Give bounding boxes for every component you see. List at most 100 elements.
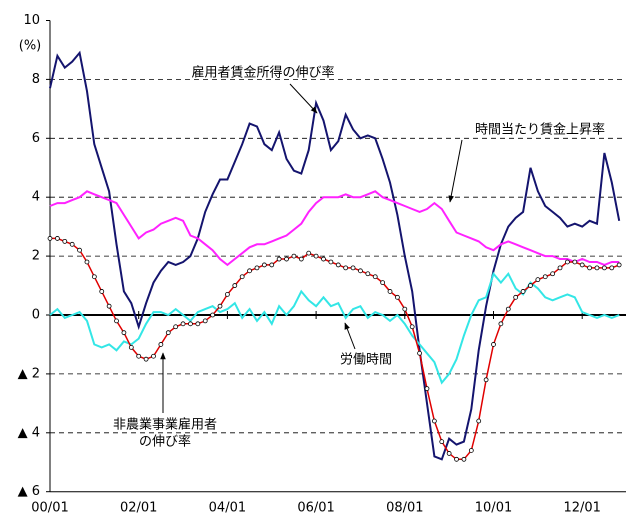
- annotation: 雇用者賃金所得の伸び率: [191, 65, 334, 81]
- series-marker: [173, 324, 179, 330]
- series-marker: [313, 253, 319, 259]
- series-marker: [298, 256, 304, 262]
- series-marker: [128, 344, 134, 350]
- series-marker: [284, 256, 289, 262]
- annotation: 非農業事業雇用者: [113, 417, 217, 433]
- series-marker: [594, 265, 600, 271]
- series-marker: [54, 236, 60, 241]
- series-marker: [77, 247, 82, 253]
- x-tick-label: 08/01: [386, 501, 423, 516]
- annotation: 時間当たり賃金上昇率: [475, 122, 605, 138]
- series-marker: [513, 294, 519, 300]
- series-marker: [528, 283, 533, 288]
- series-marker: [47, 236, 53, 241]
- x-tick-label: 12/01: [563, 501, 600, 516]
- series-marker: [542, 274, 548, 280]
- series-marker: [328, 259, 334, 265]
- series-marker: [261, 262, 267, 268]
- series-marker: [587, 265, 592, 271]
- series-marker: [461, 456, 467, 462]
- series-marker: [380, 280, 386, 286]
- series-marker: [91, 274, 97, 280]
- series-marker: [387, 289, 393, 294]
- series-marker: [498, 321, 504, 327]
- series-marker: [269, 262, 275, 268]
- annotation: 労働時間: [340, 353, 392, 368]
- series-marker: [431, 418, 437, 424]
- series-marker: [247, 268, 252, 274]
- y-tick-label: ▲ 4: [18, 425, 40, 440]
- series-marker: [365, 271, 371, 277]
- series-marker: [217, 303, 223, 309]
- series-line: [49, 50, 621, 461]
- series-marker: [446, 451, 452, 456]
- series-marker: [565, 259, 570, 265]
- series-marker: [557, 265, 563, 271]
- series-marker: [136, 353, 142, 359]
- series-marker: [579, 262, 585, 268]
- y-tick-label: 10: [23, 13, 40, 28]
- series-marker: [232, 283, 238, 288]
- series-marker: [550, 271, 556, 277]
- series-marker: [417, 350, 422, 356]
- series-marker: [151, 353, 156, 359]
- series-marker: [114, 318, 119, 324]
- annotation-arrow: [344, 322, 356, 350]
- series-marker: [291, 253, 297, 259]
- y-tick-label: ▲ 6: [18, 484, 40, 499]
- series-marker: [276, 256, 282, 262]
- series-marker: [601, 265, 607, 271]
- annotation-arrow: [448, 139, 463, 203]
- y-tick-label: 4: [32, 190, 40, 205]
- x-tick-label: 00/01: [31, 501, 68, 516]
- series-marker: [505, 306, 511, 312]
- series-marker: [483, 377, 489, 383]
- series-line: [49, 271, 620, 385]
- series-marker: [99, 289, 105, 294]
- series-marker: [143, 356, 149, 362]
- x-tick-label: 06/01: [297, 501, 334, 516]
- y-tick-label: ▲ 2: [18, 366, 40, 381]
- series-marker: [158, 342, 164, 347]
- series-marker: [165, 330, 171, 336]
- series-marker: [239, 274, 245, 280]
- series-marker: [121, 330, 127, 336]
- series-marker: [321, 256, 326, 262]
- series-marker: [224, 291, 230, 297]
- series-marker: [350, 265, 356, 271]
- series-marker: [439, 439, 445, 445]
- series-marker: [202, 318, 208, 324]
- series-marker: [195, 321, 201, 327]
- series-marker: [520, 289, 526, 294]
- series-marker: [210, 312, 216, 318]
- series-marker: [335, 262, 341, 268]
- series-marker: [358, 268, 363, 274]
- series-marker: [106, 303, 112, 309]
- series-marker: [572, 259, 578, 265]
- series-marker: [62, 238, 68, 244]
- annotation: の伸び率: [139, 434, 191, 450]
- series-line: [49, 190, 620, 267]
- series-marker: [616, 262, 622, 268]
- series-marker: [454, 456, 459, 462]
- series-marker: [69, 241, 75, 247]
- series-marker: [372, 274, 378, 280]
- series-marker: [188, 321, 193, 327]
- y-unit-label: (%): [19, 39, 42, 54]
- annotation-arrow: [289, 83, 318, 114]
- series-marker: [84, 259, 90, 265]
- series-marker: [343, 265, 349, 271]
- series-marker: [180, 321, 186, 327]
- y-tick-label: 8: [32, 72, 40, 87]
- series-marker: [476, 418, 482, 424]
- series-marker: [395, 294, 400, 300]
- y-tick-label: 2: [32, 249, 40, 264]
- series-marker: [609, 265, 615, 271]
- series-marker: [424, 386, 430, 392]
- x-tick-label: 10/01: [475, 501, 512, 516]
- y-tick-label: 6: [32, 131, 40, 146]
- series-marker: [254, 265, 260, 271]
- series-marker: [409, 324, 415, 330]
- series-marker: [402, 306, 408, 312]
